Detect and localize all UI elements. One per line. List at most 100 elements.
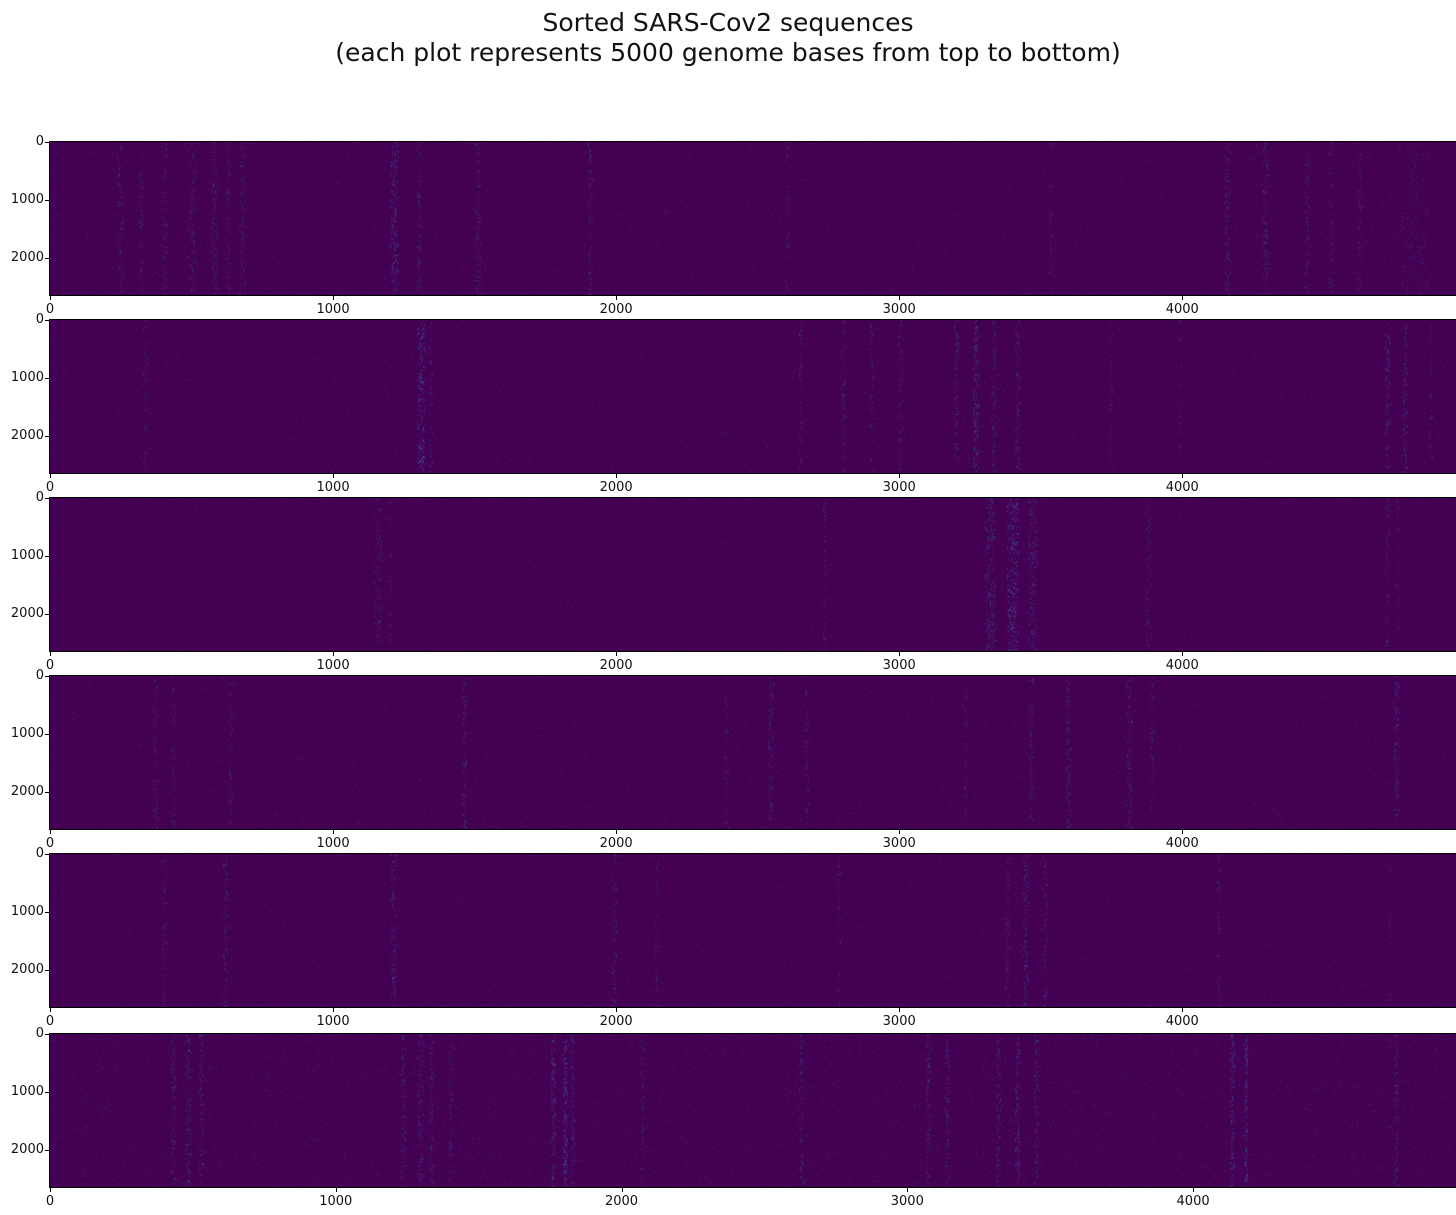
x-tickmark <box>50 474 51 478</box>
heatmap-canvas <box>50 498 1456 651</box>
x-tick-label: 3000 <box>882 836 916 851</box>
y-tickmark <box>45 676 49 677</box>
y-tickmark <box>45 854 49 855</box>
x-tick-label: 1000 <box>319 1194 353 1209</box>
y-tick-label: 1000 <box>10 191 44 207</box>
x-tick-label: 3000 <box>882 302 916 317</box>
x-tick-label: 0 <box>45 480 55 495</box>
figure-title-line1: Sorted SARS-Cov2 sequences <box>542 8 914 37</box>
heatmap-canvas <box>50 854 1456 1007</box>
y-tick-label: 0 <box>35 490 44 505</box>
x-tick-label: 2000 <box>599 480 633 495</box>
figure-title: Sorted SARS-Cov2 sequences (each plot re… <box>0 8 1456 68</box>
y-tick-label: 2000 <box>10 605 44 621</box>
x-tickmark <box>1182 474 1184 478</box>
x-tick-label: 2000 <box>599 302 633 317</box>
y-tick-label: 2000 <box>10 783 44 799</box>
y-tick-label: 2000 <box>10 249 44 265</box>
x-tickmark <box>621 1188 623 1192</box>
x-tickmark <box>333 652 335 656</box>
x-tickmark <box>335 1188 337 1192</box>
y-tickmark <box>45 199 49 201</box>
x-tickmark <box>50 296 51 300</box>
y-tick-label: 2000 <box>10 1141 44 1157</box>
x-tick-label: 1000 <box>316 658 350 673</box>
x-tick-label: 0 <box>45 836 55 851</box>
heatmap-canvas <box>50 142 1456 295</box>
y-tick-label: 1000 <box>10 369 44 385</box>
x-tickmark <box>899 474 901 478</box>
x-tick-label: 3000 <box>882 1014 916 1029</box>
x-tick-label: 2000 <box>599 836 633 851</box>
y-tick-label: 2000 <box>10 427 44 443</box>
x-tick-label: 1000 <box>316 480 350 495</box>
heatmap-panel <box>49 1033 1456 1188</box>
y-tick-label: 1000 <box>10 1083 44 1099</box>
x-tick-label: 4000 <box>1165 658 1199 673</box>
y-tick-label: 0 <box>35 134 44 149</box>
y-tickmark <box>45 498 49 499</box>
y-tickmark <box>45 1091 49 1093</box>
heatmap-canvas <box>50 1034 1456 1187</box>
x-tickmark <box>616 652 618 656</box>
x-tickmark <box>907 1188 909 1192</box>
x-tickmark <box>333 296 335 300</box>
y-tickmark <box>45 257 49 259</box>
y-tick-label: 0 <box>35 668 44 683</box>
figure-title-line2: (each plot represents 5000 genome bases … <box>335 38 1121 67</box>
x-tickmark <box>333 474 335 478</box>
x-tickmark <box>50 1188 51 1192</box>
x-tickmark <box>50 1008 51 1012</box>
y-tickmark <box>45 1034 49 1035</box>
x-tick-label: 0 <box>45 302 55 317</box>
heatmap-panel <box>49 497 1456 652</box>
x-tickmark <box>899 1008 901 1012</box>
y-tick-label: 2000 <box>10 961 44 977</box>
y-tickmark <box>45 969 49 971</box>
x-tick-label: 4000 <box>1165 480 1199 495</box>
y-tick-label: 1000 <box>10 547 44 563</box>
y-tick-label: 1000 <box>10 725 44 741</box>
x-tick-label: 3000 <box>890 1194 924 1209</box>
x-tickmark <box>1193 1188 1195 1192</box>
x-tick-label: 2000 <box>599 658 633 673</box>
x-tickmark <box>50 652 51 656</box>
y-tickmark <box>45 142 49 143</box>
y-tick-label: 0 <box>35 846 44 861</box>
y-tick-label: 0 <box>35 1026 44 1041</box>
x-tickmark <box>1182 830 1184 834</box>
x-tick-label: 0 <box>45 658 55 673</box>
x-tick-label: 1000 <box>316 836 350 851</box>
x-tick-label: 4000 <box>1165 1014 1199 1029</box>
x-tickmark <box>616 474 618 478</box>
x-tickmark <box>333 830 335 834</box>
y-tickmark <box>45 555 49 557</box>
x-tickmark <box>50 830 51 834</box>
heatmap-panel <box>49 319 1456 474</box>
x-tick-label: 4000 <box>1165 836 1199 851</box>
x-tickmark <box>333 1008 335 1012</box>
x-tickmark <box>616 830 618 834</box>
x-tick-label: 3000 <box>882 480 916 495</box>
y-tickmark <box>45 613 49 615</box>
y-tick-label: 0 <box>35 312 44 327</box>
heatmap-panel <box>49 675 1456 830</box>
y-tickmark <box>45 911 49 913</box>
x-tick-label: 4000 <box>1176 1194 1210 1209</box>
x-tick-label: 0 <box>45 1194 55 1209</box>
x-tickmark <box>1182 652 1184 656</box>
heatmap-panel <box>49 853 1456 1008</box>
x-tickmark <box>616 296 618 300</box>
x-tick-label: 1000 <box>316 1014 350 1029</box>
heatmap-canvas <box>50 676 1456 829</box>
heatmap-panel <box>49 141 1456 296</box>
x-tickmark <box>899 830 901 834</box>
y-tickmark <box>45 377 49 379</box>
x-tick-label: 2000 <box>599 1014 633 1029</box>
heatmap-canvas <box>50 320 1456 473</box>
y-tickmark <box>45 1149 49 1151</box>
x-tick-label: 2000 <box>604 1194 639 1209</box>
x-tick-label: 3000 <box>882 658 916 673</box>
y-tickmark <box>45 320 49 321</box>
